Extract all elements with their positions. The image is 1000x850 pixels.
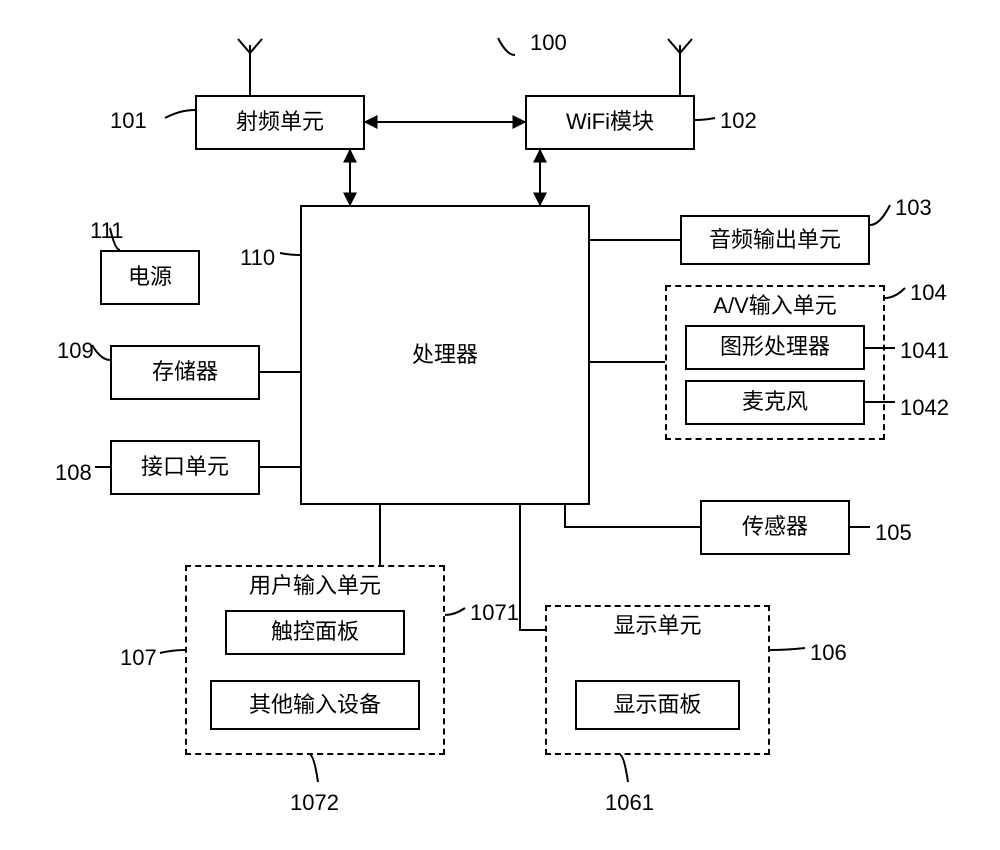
node-label-touch: 触控面板: [271, 619, 359, 645]
ref-label-102: 102: [720, 108, 757, 134]
ref-label-text: 107: [120, 645, 157, 670]
node-label-mic: 麦克风: [742, 389, 808, 415]
node-processor: 处理器: [300, 205, 590, 505]
node-label-sensor: 传感器: [742, 514, 808, 540]
node-ifunit: 接口单元: [110, 440, 260, 495]
ref-label-text: 1072: [290, 790, 339, 815]
node-label-power: 电源: [128, 264, 172, 290]
ref-label-100: 100: [530, 30, 567, 56]
node-gpu: 图形处理器: [685, 325, 865, 370]
ref-label-107: 107: [120, 645, 157, 671]
ref-label-111: 111: [90, 218, 123, 244]
node-mic: 麦克风: [685, 380, 865, 425]
ref-label-103: 103: [895, 195, 932, 221]
ref-label-1042: 1042: [900, 395, 949, 421]
ref-label-1072: 1072: [290, 790, 339, 816]
ref-label-text: 111: [90, 218, 123, 243]
node-power: 电源: [100, 250, 200, 305]
ref-label-1041: 1041: [900, 338, 949, 364]
ref-label-text: 103: [895, 195, 932, 220]
node-label-audio: 音频输出单元: [709, 227, 841, 253]
ref-label-text: 106: [810, 640, 847, 665]
node-label-memory: 存储器: [152, 359, 218, 385]
ref-label-104: 104: [910, 280, 947, 306]
node-label-av_group: A/V输入单元: [713, 293, 836, 319]
ref-label-text: 100: [530, 30, 567, 55]
ref-label-109: 109: [57, 338, 94, 364]
ref-label-text: 1071: [470, 600, 519, 625]
ref-label-text: 1041: [900, 338, 949, 363]
ref-label-1071: 1071: [470, 600, 519, 626]
ref-label-106: 106: [810, 640, 847, 666]
node-label-processor: 处理器: [412, 342, 478, 368]
ref-label-108: 108: [55, 460, 92, 486]
node-label-gpu: 图形处理器: [720, 334, 830, 360]
node-label-disp_group: 显示单元: [613, 613, 701, 639]
node-label-ui_group: 用户输入单元: [249, 573, 381, 599]
ref-label-1061: 1061: [605, 790, 654, 816]
node-memory: 存储器: [110, 345, 260, 400]
node-audio: 音频输出单元: [680, 215, 870, 265]
ref-label-text: 104: [910, 280, 947, 305]
node-rf: 射频单元: [195, 95, 365, 150]
ref-label-text: 101: [110, 108, 147, 133]
node-other_in: 其他输入设备: [210, 680, 420, 730]
node-disp_panel: 显示面板: [575, 680, 740, 730]
ref-label-105: 105: [875, 520, 912, 546]
ref-label-110: 110: [240, 245, 275, 271]
ref-label-text: 1061: [605, 790, 654, 815]
ref-label-text: 105: [875, 520, 912, 545]
node-label-other_in: 其他输入设备: [249, 692, 381, 718]
node-label-wifi: WiFi模块: [566, 109, 654, 135]
diagram-canvas: 射频单元 WiFi模块处理器 电源存储器接口单元 音频输出单元 A/V输入单元图形处理器…: [0, 0, 1000, 850]
ref-label-text: 1042: [900, 395, 949, 420]
node-label-disp_panel: 显示面板: [613, 692, 701, 718]
node-label-rf: 射频单元: [236, 109, 324, 135]
node-sensor: 传感器: [700, 500, 850, 555]
ref-label-text: 110: [240, 245, 275, 270]
ref-label-101: 101: [110, 108, 147, 134]
node-label-ifunit: 接口单元: [141, 454, 229, 480]
ref-label-text: 109: [57, 338, 94, 363]
node-wifi: WiFi模块: [525, 95, 695, 150]
node-touch: 触控面板: [225, 610, 405, 655]
ref-label-text: 108: [55, 460, 92, 485]
ref-label-text: 102: [720, 108, 757, 133]
